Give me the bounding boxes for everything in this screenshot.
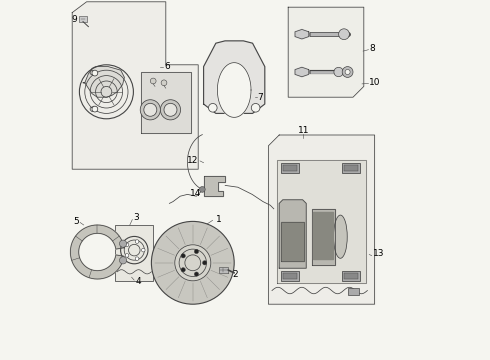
- Circle shape: [345, 69, 350, 75]
- Text: 14: 14: [190, 189, 201, 198]
- Circle shape: [135, 257, 139, 261]
- Text: 3: 3: [133, 213, 139, 222]
- Bar: [342, 271, 360, 281]
- Circle shape: [202, 261, 207, 265]
- Text: 5: 5: [74, 217, 79, 226]
- Circle shape: [251, 103, 260, 112]
- Polygon shape: [83, 67, 124, 97]
- Bar: [79, 16, 87, 22]
- Bar: [344, 165, 358, 171]
- Text: 7: 7: [258, 93, 263, 102]
- Circle shape: [142, 248, 145, 252]
- Circle shape: [208, 103, 217, 112]
- Bar: [344, 273, 358, 279]
- Circle shape: [181, 267, 185, 272]
- Circle shape: [195, 272, 198, 276]
- Circle shape: [150, 78, 156, 84]
- Circle shape: [120, 240, 127, 247]
- Circle shape: [125, 253, 129, 257]
- Text: 2: 2: [232, 270, 238, 279]
- Text: 6: 6: [164, 62, 170, 71]
- Circle shape: [135, 240, 139, 243]
- Circle shape: [185, 255, 201, 271]
- Polygon shape: [204, 41, 265, 113]
- Circle shape: [92, 70, 98, 76]
- Circle shape: [175, 245, 211, 281]
- Circle shape: [179, 249, 206, 276]
- Text: 9: 9: [71, 15, 77, 24]
- Bar: [283, 165, 297, 171]
- Polygon shape: [269, 135, 374, 304]
- Polygon shape: [277, 160, 366, 283]
- Circle shape: [199, 186, 205, 192]
- Circle shape: [125, 243, 129, 247]
- Bar: [281, 163, 299, 173]
- Bar: [281, 271, 299, 281]
- Polygon shape: [204, 176, 225, 196]
- Polygon shape: [295, 30, 309, 39]
- Polygon shape: [314, 212, 333, 259]
- Bar: [219, 267, 228, 273]
- Circle shape: [342, 67, 353, 77]
- Text: 1: 1: [216, 215, 222, 224]
- Circle shape: [339, 29, 349, 40]
- Bar: [283, 273, 297, 279]
- Circle shape: [92, 106, 98, 112]
- Polygon shape: [279, 200, 306, 268]
- Polygon shape: [218, 63, 251, 117]
- Circle shape: [144, 103, 157, 116]
- Bar: [342, 163, 360, 173]
- Text: 4: 4: [135, 277, 141, 286]
- Circle shape: [195, 249, 198, 254]
- Circle shape: [151, 221, 234, 304]
- Circle shape: [334, 67, 343, 77]
- Circle shape: [181, 254, 185, 258]
- Circle shape: [140, 100, 160, 120]
- Text: 12: 12: [187, 156, 198, 165]
- Polygon shape: [295, 67, 309, 77]
- Polygon shape: [72, 2, 198, 169]
- Polygon shape: [71, 225, 124, 279]
- Bar: [348, 288, 359, 295]
- Circle shape: [164, 103, 177, 116]
- Ellipse shape: [334, 215, 347, 258]
- Text: 11: 11: [297, 126, 309, 135]
- Circle shape: [160, 100, 180, 120]
- Polygon shape: [281, 222, 304, 261]
- Polygon shape: [288, 7, 364, 97]
- Text: 13: 13: [373, 249, 384, 258]
- Circle shape: [161, 80, 167, 86]
- Polygon shape: [141, 72, 191, 133]
- Text: 8: 8: [369, 44, 375, 53]
- Circle shape: [120, 257, 127, 264]
- Text: 10: 10: [369, 78, 381, 87]
- Polygon shape: [312, 209, 335, 265]
- Bar: [116, 225, 153, 281]
